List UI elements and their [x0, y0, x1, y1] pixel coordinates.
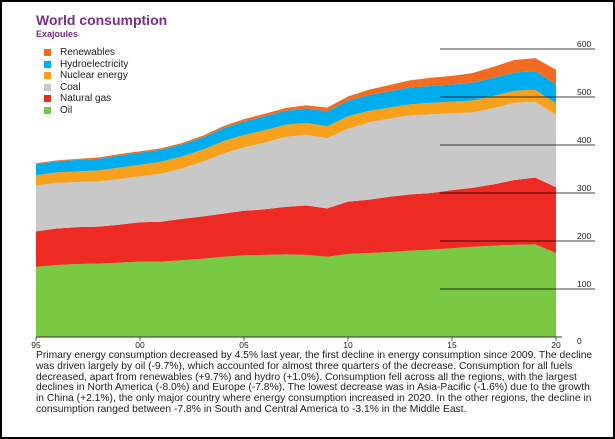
area-series-coal: [36, 101, 556, 232]
x-tick-label: 10: [343, 340, 353, 350]
x-tick-label: 05: [239, 340, 249, 350]
legend-swatch: [44, 106, 51, 114]
legend-label: Renewables: [60, 47, 116, 59]
legend-label: Oil: [60, 104, 73, 116]
legend-label: Hydroelectricity: [60, 58, 129, 70]
legend-label: Coal: [60, 81, 81, 93]
legend-swatch: [44, 83, 51, 91]
y-tick-label: 500: [577, 87, 591, 97]
area-series-natural-gas: [36, 177, 556, 267]
x-tick-label: 95: [31, 340, 41, 350]
legend-item: Hydroelectricity: [44, 59, 128, 71]
legend-swatch: [44, 60, 51, 68]
y-tick-label: 200: [577, 231, 591, 241]
x-tick-label: 20: [551, 340, 561, 350]
area-series-hydroelectricity: [36, 71, 556, 176]
legend-item: Coal: [44, 82, 128, 94]
area-series-nuclear-energy: [36, 89, 556, 186]
chart-caption: Primary energy consumption decreased by …: [36, 350, 593, 415]
y-tick-label: 0: [577, 336, 582, 346]
legend-item: Nuclear energy: [44, 70, 128, 82]
x-tick-label: 00: [135, 340, 145, 350]
area-series-renewables: [36, 58, 556, 165]
legend-item: Oil: [44, 105, 128, 117]
chart-subtitle: Exajoules: [36, 29, 79, 39]
legend-swatch: [44, 49, 51, 57]
legend-swatch: [44, 72, 51, 80]
chart-title: World consumption: [36, 12, 168, 28]
y-tick-label: 400: [577, 135, 591, 145]
y-tick-label: 300: [577, 183, 591, 193]
area-series-oil: [36, 244, 556, 337]
legend-swatch: [44, 95, 51, 103]
legend-item: Natural gas: [44, 93, 128, 105]
x-tick-label: 15: [447, 340, 457, 350]
y-tick-label: 100: [577, 279, 591, 289]
legend-label: Natural gas: [60, 93, 112, 105]
chart-legend: Renewables Hydroelectricity Nuclear energy…: [44, 47, 128, 116]
y-tick-label: 600: [577, 39, 591, 49]
legend-label: Nuclear energy: [60, 70, 128, 82]
legend-item: Renewables: [44, 47, 128, 59]
